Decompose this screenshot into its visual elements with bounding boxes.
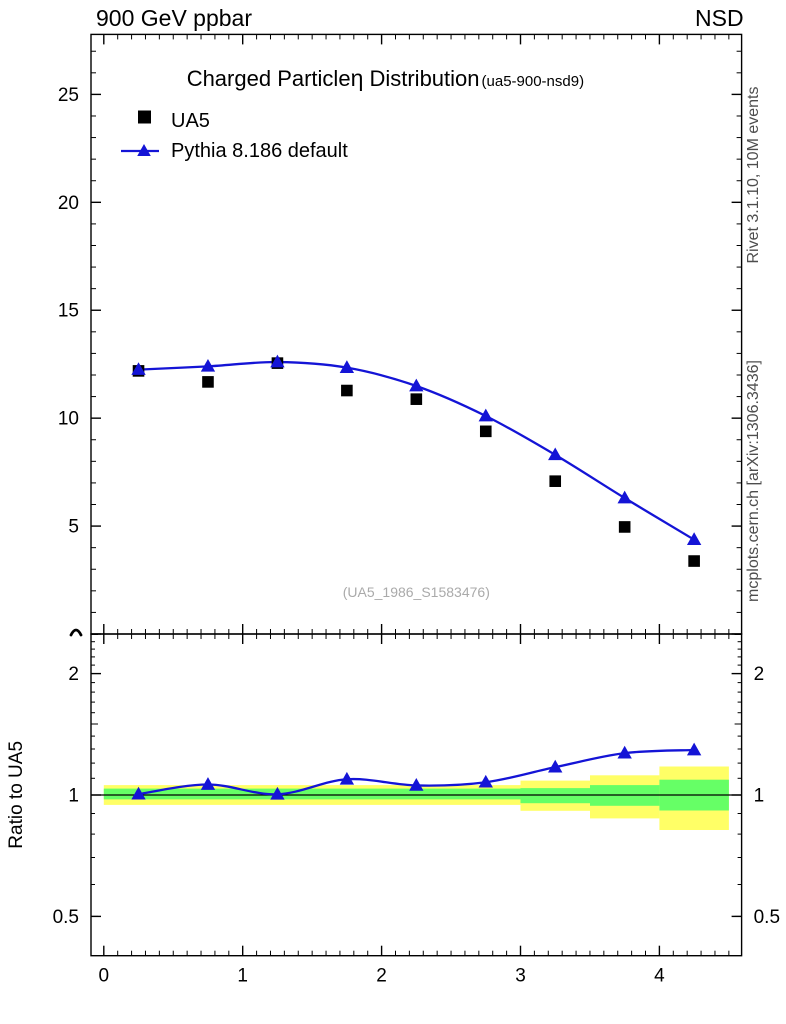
svg-text:0.5: 0.5	[53, 907, 79, 928]
svg-text:25: 25	[58, 85, 79, 106]
svg-text:1: 1	[68, 786, 79, 807]
svg-text:2: 2	[68, 664, 79, 685]
svg-text:900 GeV ppbar: 900 GeV ppbar	[96, 5, 252, 31]
svg-text:Pythia 8.186 default: Pythia 8.186 default	[171, 140, 348, 162]
svg-text:Rivet 3.1.10, 10M events: Rivet 3.1.10, 10M events	[745, 87, 762, 264]
svg-text:3: 3	[515, 966, 526, 987]
svg-text:2: 2	[754, 664, 765, 685]
svg-text:0: 0	[99, 966, 110, 987]
svg-text:10: 10	[58, 409, 79, 430]
svg-text:Ratio to UA5: Ratio to UA5	[6, 741, 27, 849]
svg-text:0.5: 0.5	[754, 907, 780, 928]
svg-text:1: 1	[754, 786, 765, 807]
svg-text:UA5: UA5	[171, 110, 210, 132]
svg-text:1: 1	[237, 966, 248, 987]
svg-text:NSD: NSD	[695, 5, 744, 31]
svg-text:(UA5_1986_S1583476): (UA5_1986_S1583476)	[343, 584, 490, 600]
svg-text:5: 5	[68, 517, 79, 538]
svg-text:20: 20	[58, 193, 79, 214]
svg-text:4: 4	[654, 966, 665, 987]
svg-text:mcplots.cern.ch [arXiv:1306.34: mcplots.cern.ch [arXiv:1306.3436]	[745, 360, 762, 602]
svg-text:2: 2	[376, 966, 387, 987]
svg-text:15: 15	[58, 301, 79, 322]
